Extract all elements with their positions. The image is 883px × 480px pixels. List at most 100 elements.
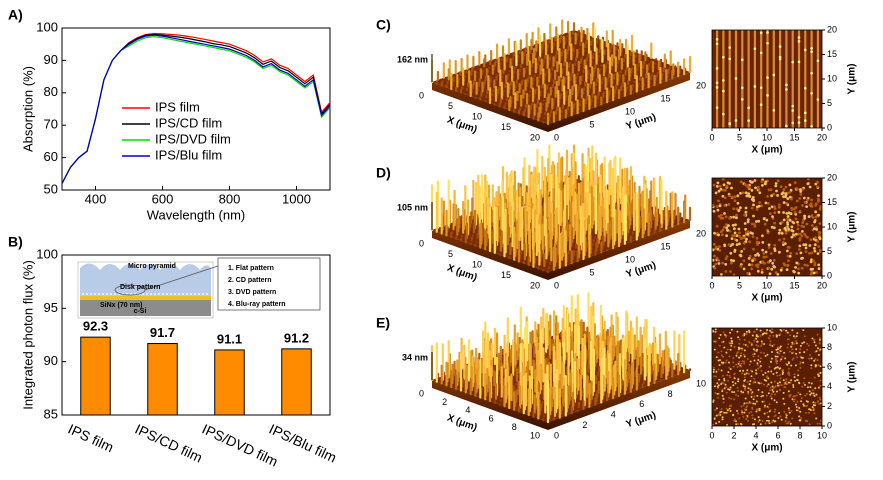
map-dot xyxy=(746,220,750,224)
map-dot xyxy=(757,420,760,423)
map-dot xyxy=(809,238,813,242)
map-dot xyxy=(737,395,740,397)
map-dot xyxy=(731,234,734,238)
map-x-tick-label: 4 xyxy=(753,430,758,440)
map-dot xyxy=(789,350,792,353)
map-dot xyxy=(720,230,723,234)
map-dot xyxy=(730,237,734,241)
y-tick-label: 100 xyxy=(36,246,58,261)
map-dot xyxy=(750,410,753,413)
map-dot xyxy=(758,382,761,385)
map-dot xyxy=(810,357,813,360)
map-dot xyxy=(781,191,785,195)
map-dot xyxy=(800,234,804,238)
map-stripe xyxy=(797,30,801,128)
map-dot xyxy=(788,183,792,187)
map-dot xyxy=(715,356,718,359)
x-tick-label: 10 xyxy=(530,430,540,440)
map-dot xyxy=(786,221,789,224)
map-dot xyxy=(740,423,743,426)
map-dot xyxy=(793,398,796,401)
map-dot xyxy=(757,416,760,419)
map-dot xyxy=(734,223,737,227)
map-dot xyxy=(720,361,723,364)
map-dot xyxy=(767,266,771,270)
map-dot xyxy=(779,333,782,336)
map-dot xyxy=(784,231,788,235)
map-dot xyxy=(778,45,782,48)
map-dot xyxy=(761,391,764,394)
map-dot xyxy=(808,244,812,247)
afm-base xyxy=(432,370,690,430)
map-dot xyxy=(784,228,788,232)
map-dot xyxy=(722,55,725,59)
map-dot xyxy=(715,67,719,70)
map-dot xyxy=(773,410,776,413)
map-dot xyxy=(773,221,776,225)
map-dot xyxy=(791,220,795,224)
map-dot xyxy=(760,180,764,183)
map-dot xyxy=(725,386,728,389)
map-dot xyxy=(777,210,781,214)
map-dot xyxy=(742,334,745,337)
map-dot xyxy=(814,236,817,240)
map-dot xyxy=(748,195,752,198)
map-dot xyxy=(799,393,802,396)
map-dot xyxy=(803,351,806,354)
map-dot xyxy=(780,220,784,224)
map-dot xyxy=(790,345,793,348)
map-dot xyxy=(801,221,805,225)
map-dot xyxy=(724,188,727,192)
map-dot xyxy=(739,264,743,268)
map-dot xyxy=(778,203,781,207)
map-dot xyxy=(786,215,790,218)
map-dot xyxy=(726,181,730,185)
map-dot xyxy=(764,371,767,374)
map-dot xyxy=(814,401,817,404)
map-x-tick-label: 8 xyxy=(797,430,802,440)
map-dot xyxy=(771,345,774,347)
map-dot xyxy=(739,206,742,210)
map-dot xyxy=(784,386,787,389)
map-dot xyxy=(810,364,813,367)
map-dot xyxy=(810,251,814,255)
map-dot xyxy=(748,383,751,386)
map-stripe xyxy=(766,30,769,128)
map-dot xyxy=(803,377,806,380)
map-dot xyxy=(776,194,779,197)
map-dot xyxy=(806,264,809,267)
map-dot xyxy=(731,342,734,345)
map-dot xyxy=(778,384,781,387)
map-dot xyxy=(774,271,778,274)
map-dot xyxy=(759,329,762,332)
map-dot xyxy=(787,367,790,370)
map-dot xyxy=(743,355,746,358)
map-dot xyxy=(715,375,718,378)
map-dot xyxy=(795,187,799,190)
map-dot xyxy=(819,379,822,382)
map-dot xyxy=(789,422,792,425)
map-dot xyxy=(818,372,821,375)
map-dot xyxy=(757,219,761,223)
map-dot xyxy=(733,199,737,203)
map-dot xyxy=(753,223,757,226)
map-dot xyxy=(817,375,820,378)
map-dot xyxy=(784,193,788,197)
map-dot xyxy=(755,207,759,211)
map-dot xyxy=(803,335,806,338)
map-dot xyxy=(713,254,716,258)
map-dot xyxy=(769,395,772,398)
map-dot xyxy=(776,273,780,276)
map-dot xyxy=(739,180,743,184)
inset-layer-label: SiNx (70 nm) xyxy=(100,302,142,309)
map-dot xyxy=(806,348,808,351)
map-dot xyxy=(795,409,798,412)
map-dot xyxy=(716,385,719,388)
map-dot xyxy=(715,81,719,85)
map-dot xyxy=(733,377,736,380)
map-dot xyxy=(717,214,721,218)
map-dot xyxy=(776,179,780,183)
map-dot xyxy=(714,262,718,266)
x-axis-label: X (μm) xyxy=(445,413,478,434)
